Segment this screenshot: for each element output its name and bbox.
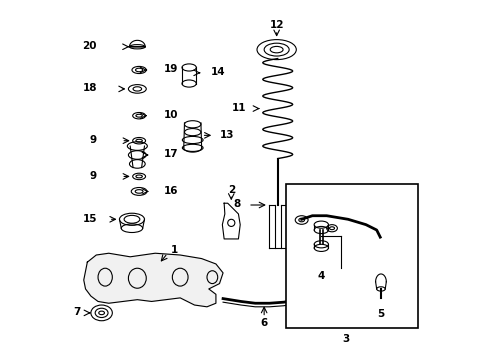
Text: 14: 14 [210, 67, 225, 77]
Text: 16: 16 [164, 186, 178, 196]
Text: 6: 6 [260, 318, 267, 328]
Polygon shape [83, 253, 223, 307]
Text: 5: 5 [377, 309, 384, 319]
Text: 18: 18 [82, 83, 97, 93]
Text: 13: 13 [219, 130, 234, 140]
Text: 2: 2 [227, 185, 234, 195]
Text: 1: 1 [171, 246, 178, 255]
Text: 4: 4 [317, 271, 325, 282]
Text: 10: 10 [164, 110, 178, 120]
Text: 11: 11 [231, 103, 246, 113]
Text: 9: 9 [90, 135, 97, 145]
Text: 20: 20 [82, 41, 97, 51]
Polygon shape [129, 40, 145, 47]
Text: 8: 8 [233, 199, 241, 209]
Text: 17: 17 [164, 149, 179, 159]
Text: 7: 7 [73, 307, 80, 317]
Polygon shape [222, 203, 240, 239]
Text: 19: 19 [164, 64, 178, 74]
Bar [285, 184, 417, 328]
Text: 12: 12 [269, 19, 284, 30]
Text: 3: 3 [342, 334, 349, 344]
Text: 15: 15 [82, 213, 97, 224]
Text: 9: 9 [90, 171, 97, 181]
